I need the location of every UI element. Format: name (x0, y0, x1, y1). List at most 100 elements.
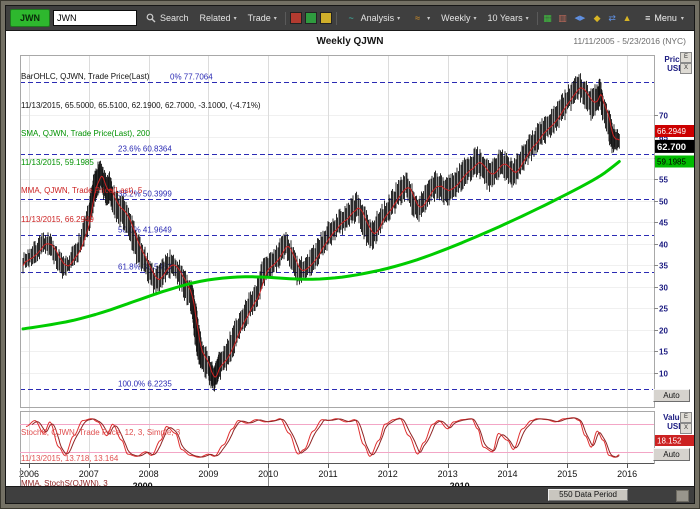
stoch-value-badge (655, 435, 694, 446)
trade-dropdown[interactable]: Trade ▾ (244, 11, 281, 25)
studies-icon: ≈ (415, 13, 421, 23)
stoch-slow-line (31, 417, 620, 458)
price-axis-auto-button[interactable]: Auto (653, 389, 690, 402)
year-label: 2015 (557, 469, 577, 479)
chevron-down-icon: ▾ (427, 15, 431, 22)
price-axis-unit: USD (667, 64, 684, 73)
sma-value-badge-text: 59.1985 (657, 158, 686, 167)
range-dropdown[interactable]: 10 Years ▾ (484, 11, 533, 25)
stoch-fast-line (25, 417, 620, 458)
trade-label: Trade (247, 13, 271, 23)
news-icon-glyph (319, 12, 332, 24)
year-label: 2014 (497, 469, 517, 479)
chart-layout-icon[interactable]: ▥ (558, 12, 567, 23)
price-tick-label: 30 (659, 284, 668, 293)
data-period-button[interactable]: 550 Data Period (548, 489, 628, 501)
sma-line (21, 160, 621, 331)
mma-line (22, 87, 620, 378)
grid-horizontal (20, 115, 654, 374)
status-bar: 550 Data Period (6, 486, 694, 503)
price-panel-border (20, 55, 655, 408)
search-label: Search (160, 13, 189, 23)
symbol-tab[interactable]: JWN (10, 9, 50, 27)
symbol-input[interactable] (53, 10, 137, 26)
panel-close-icon[interactable]: X (680, 63, 692, 74)
portfolio-icon[interactable] (304, 12, 317, 25)
price-tick-label: 15 (659, 348, 668, 357)
period-label: Weekly (441, 13, 471, 23)
fib-label: 0% 77.7064 (170, 73, 213, 82)
search-icon (144, 12, 157, 25)
price-tick-label: 45 (659, 219, 668, 228)
last-price-badge (655, 139, 694, 153)
price-tick-label: 40 (659, 241, 668, 250)
chevron-down-icon: ▾ (525, 15, 529, 22)
chart-canvas[interactable]: 0% 77.7064 23.6% 60.8364 38.2% 50.3999 50.0… (6, 31, 695, 492)
year-label: 2009 (198, 469, 218, 479)
stoch-value-badge-text: 18.152 (657, 437, 682, 446)
fib-label: 38.2% 50.3999 (118, 190, 172, 199)
chart-title: Weekly QJWN (316, 36, 384, 47)
year-label: 2012 (378, 469, 398, 479)
quote-icon[interactable] (289, 12, 302, 25)
grid-view-icon[interactable]: ▦ (543, 12, 552, 23)
last-price-badge-text: 62.700 (657, 142, 686, 153)
stoch-band-lines (20, 424, 654, 453)
chevron-down-icon: ▾ (233, 15, 237, 22)
sma-value-badge (655, 155, 694, 168)
pan-arrows-icon[interactable]: ◀▶ (574, 15, 586, 22)
price-tick-label: 25 (659, 305, 668, 314)
chart-window: JWN Search Related ▾ Trade ▾ ~ (5, 5, 695, 504)
price-tick-label: 55 (659, 176, 668, 185)
stoch-axis-auto-button[interactable]: Auto (653, 448, 690, 461)
chart-area: 0% 77.7064 23.6% 60.8364 38.2% 50.3999 50.0… (6, 31, 694, 491)
mma-value-badge-text: 66.2949 (657, 127, 686, 136)
year-label: 2016 (617, 469, 637, 479)
mma-value-badge (655, 125, 694, 137)
related-label: Related (199, 13, 231, 23)
year-label: 2011 (318, 469, 337, 479)
menu-button[interactable]: ≡ Menu ▾ (639, 11, 690, 25)
year-label: 2013 (438, 469, 458, 479)
chevron-down-icon: ▾ (680, 15, 684, 22)
search-button[interactable]: Search (140, 10, 193, 27)
analysis-dropdown[interactable]: ~ Analysis ▾ (341, 10, 405, 27)
menu-icon: ≡ (645, 13, 651, 23)
toolbar-separator (536, 11, 538, 25)
date-range: 11/11/2005 - 5/23/2016 (NYC) (573, 36, 686, 46)
grid-vertical (29, 55, 628, 463)
stoch-panel-edit-icon[interactable]: E (680, 412, 692, 423)
studies-dropdown[interactable]: ≈ ▾ (407, 10, 434, 27)
quote-icon-glyph (289, 12, 302, 24)
price-tick-label: 65 (659, 134, 668, 143)
period-dropdown[interactable]: Weekly ▾ (437, 11, 480, 25)
fib-label: 23.6% 60.8364 (118, 145, 172, 154)
analysis-label: Analysis (360, 13, 395, 23)
year-label: 2006 (19, 469, 39, 479)
price-tick-label: 10 (659, 370, 668, 379)
price-tick-label: 70 (659, 112, 668, 121)
price-bars (22, 73, 620, 392)
news-icon[interactable] (319, 12, 332, 25)
panel-edit-icon[interactable]: E (680, 52, 692, 63)
alerts-icon[interactable]: ▲ (622, 13, 632, 23)
year-label: 2007 (79, 469, 99, 479)
year-label: 2008 (139, 469, 159, 479)
stoch-axis-unit: USD (667, 422, 684, 431)
price-tick-label: 50 (659, 198, 668, 207)
price-tick-label: 20 (659, 327, 668, 336)
fib-label: 50.0% 41.9649 (118, 226, 172, 235)
chevron-down-icon: ▾ (273, 15, 277, 22)
resize-grip[interactable] (676, 490, 689, 502)
toolbar-separator (284, 11, 286, 25)
stoch-panel-close-icon[interactable]: X (680, 423, 692, 434)
related-dropdown[interactable]: Related ▾ (196, 11, 241, 25)
toolbar-separator (335, 11, 337, 25)
price-axis-unit: Price (664, 55, 684, 64)
drawing-tools-icon[interactable]: ◆ (593, 12, 601, 23)
compare-icon[interactable]: ⇄ (608, 12, 616, 23)
chevron-down-icon: ▾ (473, 15, 477, 22)
fib-label: 100.0% 6.2235 (118, 380, 172, 389)
year-ticks (29, 463, 628, 468)
